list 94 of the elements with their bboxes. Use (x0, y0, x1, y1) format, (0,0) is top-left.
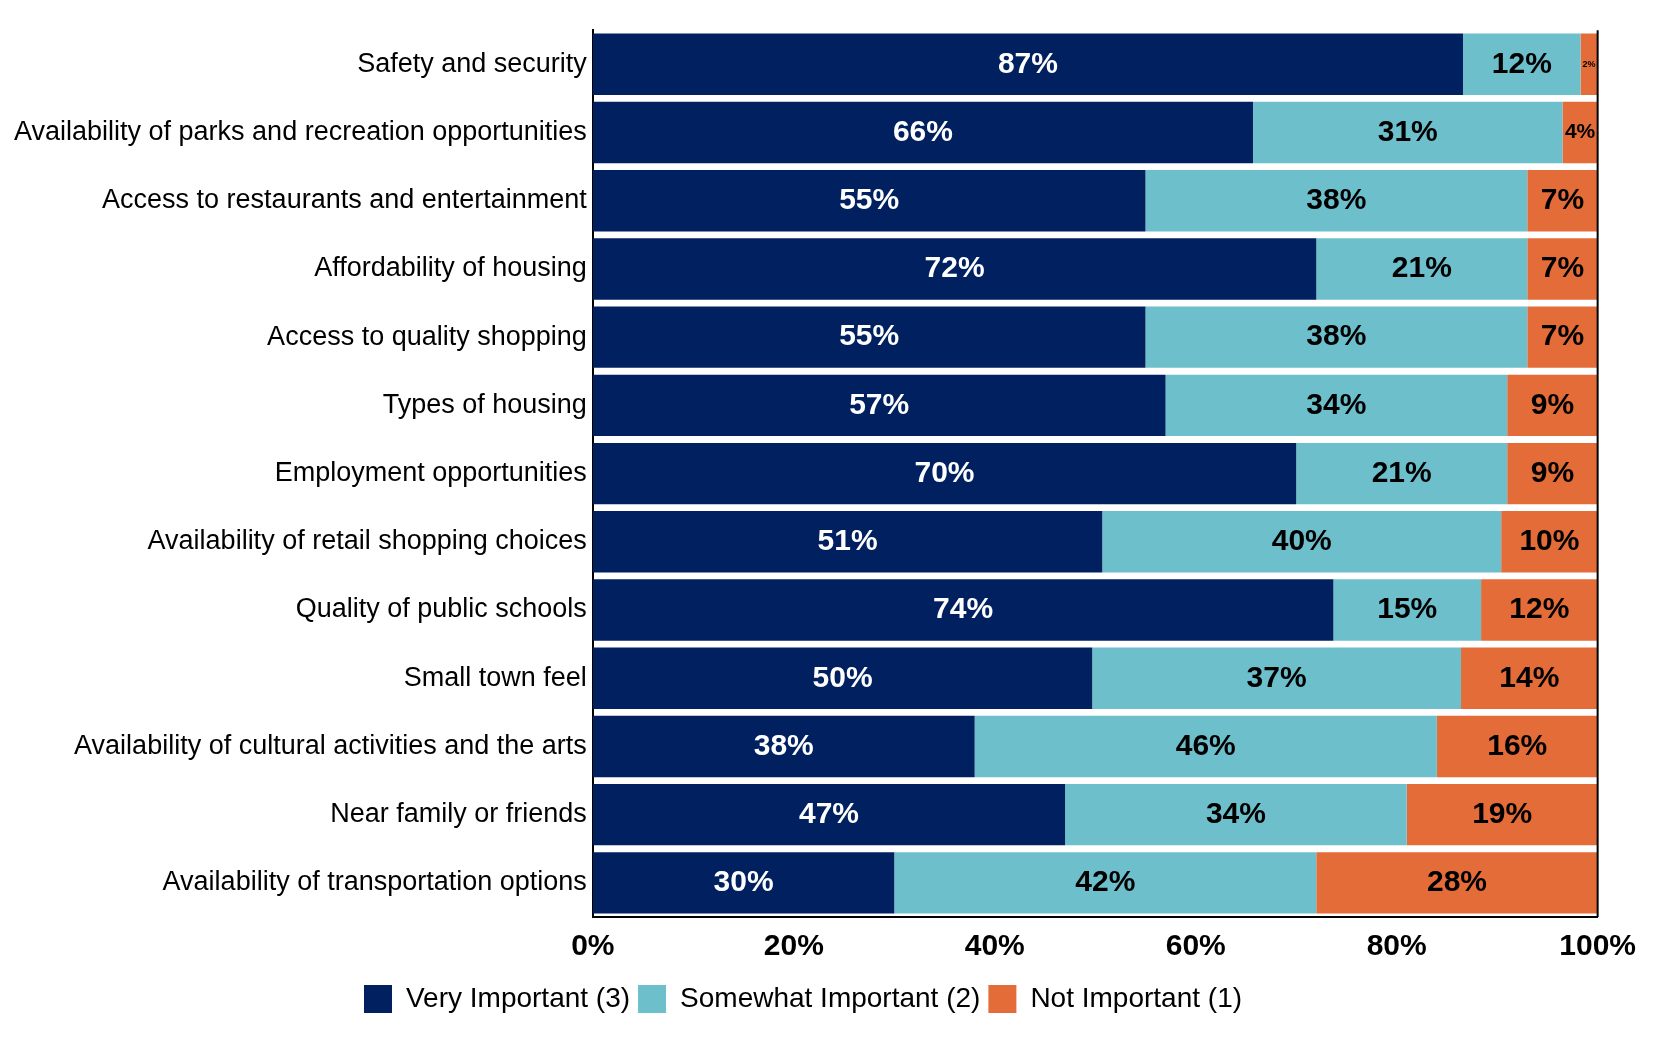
bar (1333, 579, 1482, 641)
data-label: 38% (1306, 182, 1367, 215)
bar (1102, 511, 1502, 573)
data-label: 38% (1306, 318, 1367, 352)
data-label: 55% (839, 182, 900, 215)
bar (1165, 374, 1508, 437)
y-tick-label: Availability of retail shopping choices (147, 525, 587, 556)
data-label: 70% (914, 454, 975, 488)
y-tick-label: Access to restaurants and entertainment (102, 184, 588, 215)
data-label: 28% (1426, 864, 1487, 898)
bar (592, 170, 1146, 232)
x-tick-label: 20% (763, 928, 824, 962)
data-label: 12% (1509, 591, 1570, 625)
y-tick-label: Quality of public schools (295, 593, 587, 624)
data-label: 7% (1540, 182, 1585, 215)
bar (592, 101, 1253, 164)
data-label: 4% (1564, 119, 1596, 143)
y-tick-label: Types of housing (382, 388, 587, 419)
data-label: 74% (933, 591, 994, 625)
x-tick-label: 0% (571, 928, 615, 962)
data-label: 31% (1377, 113, 1438, 147)
data-label: 57% (849, 386, 910, 420)
bar (1065, 783, 1407, 846)
data-label: 40% (1271, 523, 1332, 557)
bar (1316, 238, 1528, 300)
data-label: 14% (1499, 659, 1560, 693)
bar (1252, 101, 1563, 164)
bar (592, 33, 1463, 96)
data-label: 9% (1530, 386, 1575, 420)
bar (894, 852, 1317, 914)
y-tick-label: Access to quality shopping (267, 320, 587, 351)
legend-label: Not Important (1) (1030, 981, 1243, 1013)
x-tick-label: 60% (1165, 928, 1226, 962)
data-label: 7% (1540, 318, 1585, 352)
data-label: 72% (924, 250, 985, 284)
data-label: 19% (1472, 795, 1533, 829)
data-label: 42% (1075, 864, 1136, 898)
data-label: 66% (892, 113, 953, 147)
data-label: 38% (753, 727, 814, 761)
data-label: 21% (1391, 250, 1452, 284)
bar (592, 852, 895, 914)
data-label: 87% (997, 45, 1058, 79)
x-tick-label: 40% (964, 928, 1025, 962)
data-label: 46% (1175, 727, 1236, 761)
legend-label: Somewhat Important (2) (680, 981, 981, 1013)
y-tick-label: Affordability of housing (314, 252, 587, 283)
bar (1145, 170, 1528, 232)
bar (1527, 238, 1598, 300)
bar (592, 783, 1066, 846)
y-tick-label: Availability of cultural activities and the arts (74, 729, 587, 760)
data-label: 34% (1306, 386, 1367, 420)
y-tick-label: Availability of transportation options (162, 866, 587, 897)
x-tick-label: 100% (1559, 928, 1636, 962)
bar (1481, 579, 1598, 641)
y-tick-label: Employment opportunities (274, 457, 587, 488)
data-label: 30% (713, 864, 774, 898)
y-tick-label: Near family or friends (330, 798, 587, 829)
bar (592, 579, 1334, 641)
bar (592, 238, 1317, 300)
data-label: 34% (1205, 795, 1266, 829)
bar (592, 442, 1297, 505)
legend-label: Very Important (3) (405, 981, 631, 1013)
data-label: 21% (1371, 454, 1432, 488)
bar (1527, 306, 1598, 368)
bar (1436, 715, 1598, 778)
y-tick-label: Availability of parks and recreation opportunities (14, 115, 587, 146)
data-label: 51% (817, 523, 878, 557)
data-label: 55% (839, 318, 900, 352)
data-label: 12% (1491, 45, 1552, 79)
bar (974, 715, 1437, 778)
x-tick-label: 80% (1366, 928, 1427, 962)
bar (1406, 783, 1598, 846)
bar (1462, 33, 1581, 96)
bar (1296, 442, 1508, 505)
data-label: 9% (1530, 454, 1575, 488)
bar (1145, 306, 1528, 368)
data-label: 2% (1582, 58, 1596, 69)
bar (592, 306, 1146, 368)
data-label: 16% (1487, 727, 1548, 761)
bar (592, 647, 1093, 709)
data-label: 37% (1246, 659, 1307, 693)
y-tick-label: Small town feel (403, 661, 587, 692)
y-tick-label: Safety and security (357, 47, 588, 78)
data-label: 15% (1377, 591, 1438, 625)
data-label: 10% (1519, 523, 1580, 557)
bar (592, 715, 975, 778)
data-label: 47% (798, 795, 859, 829)
data-label: 7% (1540, 250, 1585, 284)
bar (1460, 647, 1598, 709)
bar (592, 511, 1103, 573)
bar (1316, 852, 1598, 914)
bar (1092, 647, 1461, 709)
data-label: 50% (812, 659, 873, 693)
bar (592, 374, 1166, 437)
